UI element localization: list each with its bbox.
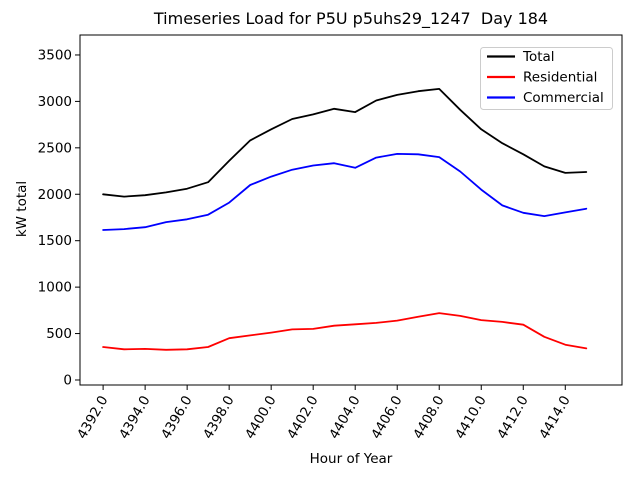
y-tick-label: 3000 — [38, 94, 72, 110]
x-tick-label: 4392.0 — [74, 393, 111, 442]
series-line-commercial — [102, 152, 588, 231]
legend-label-residential: Residential — [523, 70, 597, 86]
x-axis-label: Hour of Year — [309, 451, 393, 467]
y-tick-label: 500 — [46, 326, 72, 342]
y-tick-label: 0 — [63, 372, 72, 388]
legend-label-commercial: Commercial — [523, 90, 604, 106]
y-tick-label: 2000 — [38, 187, 72, 203]
x-tick-label: 4402.0 — [284, 393, 321, 442]
y-tick-label: 1500 — [38, 233, 72, 249]
x-tick-label: 4404.0 — [326, 393, 363, 442]
legend-label-total: Total — [522, 49, 555, 65]
x-tick-label: 4394.0 — [116, 393, 153, 442]
x-tick-label: 4414.0 — [536, 393, 573, 442]
legend: Total Residential Commercial — [480, 47, 613, 110]
x-tick-label: 4396.0 — [158, 393, 195, 442]
series-line-residential — [102, 312, 588, 351]
x-tick-label: 4412.0 — [494, 393, 531, 442]
y-axis-label: kW total — [14, 180, 30, 238]
series-line-total — [102, 88, 588, 198]
x-tick-label: 4398.0 — [200, 393, 237, 442]
y-tick-label: 3500 — [38, 47, 72, 63]
x-tick-label: 4406.0 — [368, 393, 405, 442]
y-tick-label: 2500 — [38, 140, 72, 156]
chart-title: Timeseries Load for P5U p5uhs29_1247 Day… — [153, 9, 549, 28]
x-tick-label: 4410.0 — [452, 393, 489, 442]
axes-spines — [79, 34, 623, 386]
x-tick-label: 4408.0 — [410, 393, 447, 442]
y-tick-label: 1000 — [38, 280, 72, 296]
x-tick-label: 4400.0 — [242, 393, 279, 442]
legend-box — [480, 47, 613, 110]
